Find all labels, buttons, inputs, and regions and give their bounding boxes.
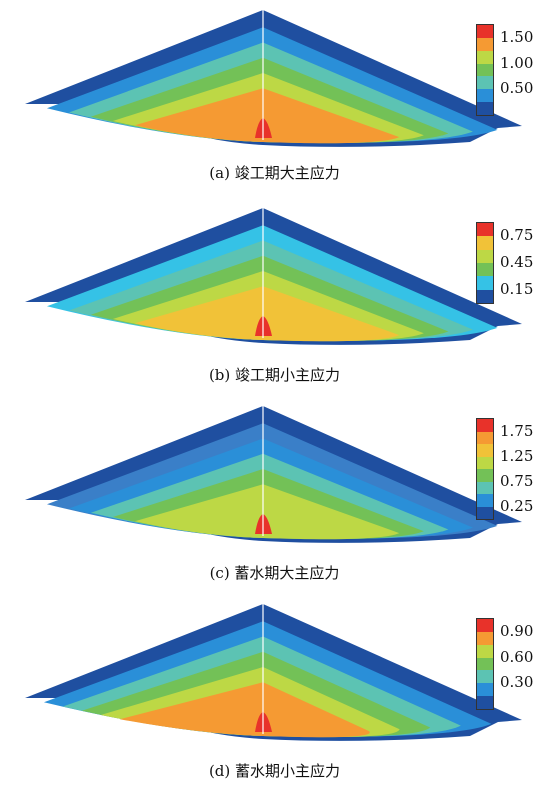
legend-swatch	[477, 670, 493, 684]
panel-c: 1.75 1.25 0.75 0.25 (c) 蓄水期大主应力	[0, 396, 549, 592]
legend-swatch	[477, 469, 493, 482]
legend-tick-label: 0.75	[500, 471, 534, 490]
panel-a: 1.50 1.00 0.50 (a) 竣工期大主应力	[0, 0, 549, 196]
dam-contour-plot-d	[25, 604, 522, 741]
legend-tick-label: 0.45	[500, 253, 534, 271]
dam-band-5	[134, 286, 400, 342]
legend-tick-label: 0.15	[500, 279, 534, 298]
legend-swatch	[477, 657, 493, 671]
legend-swatch	[477, 262, 493, 277]
caption-d: (d) 蓄水期小主应力	[208, 762, 341, 780]
legend-tick-label: 0.25	[500, 496, 534, 515]
legend-swatch	[477, 419, 493, 432]
legend-d: 0.90 0.60 0.30	[474, 618, 549, 710]
legend-swatch	[477, 76, 493, 90]
dam-contour-plot-c	[25, 406, 522, 543]
legend-a: 1.50 1.00 0.50	[474, 24, 549, 116]
legend-tick-label: 1.50	[500, 27, 534, 46]
legend-swatch	[477, 276, 493, 290]
legend-swatch	[477, 102, 493, 115]
legend-swatch	[477, 631, 493, 645]
legend-swatch	[477, 683, 493, 697]
legend-tick-label: 1.75	[500, 421, 534, 440]
legend-swatch	[477, 644, 493, 658]
legend-swatch	[477, 249, 493, 263]
legend-swatch	[477, 481, 493, 494]
dam-band-5	[119, 682, 370, 738]
caption-c: (c) 蓄水期大主应力	[209, 564, 340, 582]
legend-color-bar	[476, 222, 494, 304]
legend-swatch	[477, 696, 493, 709]
panel-b: 0.75 0.45 0.15 (b) 竣工期小主应力	[0, 198, 549, 394]
legend-tick-label: 0.30	[500, 673, 534, 692]
legend-tick-label: 0.75	[500, 226, 534, 245]
legend-swatch	[477, 431, 493, 444]
legend-swatch	[477, 506, 493, 519]
legend-swatch	[477, 289, 493, 303]
legend-swatch	[477, 25, 493, 38]
caption-a: (a) 竣工期大主应力	[209, 164, 340, 182]
legend-swatch	[477, 444, 493, 457]
dam-band-5	[134, 88, 400, 144]
caption-b: (b) 竣工期小主应力	[208, 366, 341, 384]
legend-tick-label: 1.00	[500, 53, 534, 72]
legend-swatch	[477, 619, 493, 632]
legend-swatch	[477, 63, 493, 77]
legend-tick-label: 0.50	[500, 79, 534, 98]
legend-tick-label: 0.90	[500, 621, 534, 640]
legend-swatch	[477, 50, 493, 64]
legend-swatch	[477, 37, 493, 51]
dam-contour-plot-b	[25, 208, 522, 345]
dam-band-5	[134, 484, 400, 540]
legend-swatch	[477, 223, 493, 237]
legend-tick-label: 0.60	[500, 647, 534, 666]
legend-swatch	[477, 456, 493, 469]
legend-c: 1.75 1.25 0.75 0.25	[474, 418, 549, 520]
legend-b: 0.75 0.45 0.15	[474, 222, 549, 304]
legend-swatch	[477, 89, 493, 103]
legend-color-bar	[476, 418, 494, 520]
legend-swatch	[477, 236, 493, 250]
legend-color-bar	[476, 618, 494, 710]
panel-d: 0.90 0.60 0.30 (d) 蓄水期小主应力	[0, 594, 549, 790]
legend-tick-label: 1.25	[500, 446, 534, 465]
legend-color-bar	[476, 24, 494, 116]
legend-swatch	[477, 494, 493, 507]
dam-contour-plot-a	[25, 10, 522, 147]
